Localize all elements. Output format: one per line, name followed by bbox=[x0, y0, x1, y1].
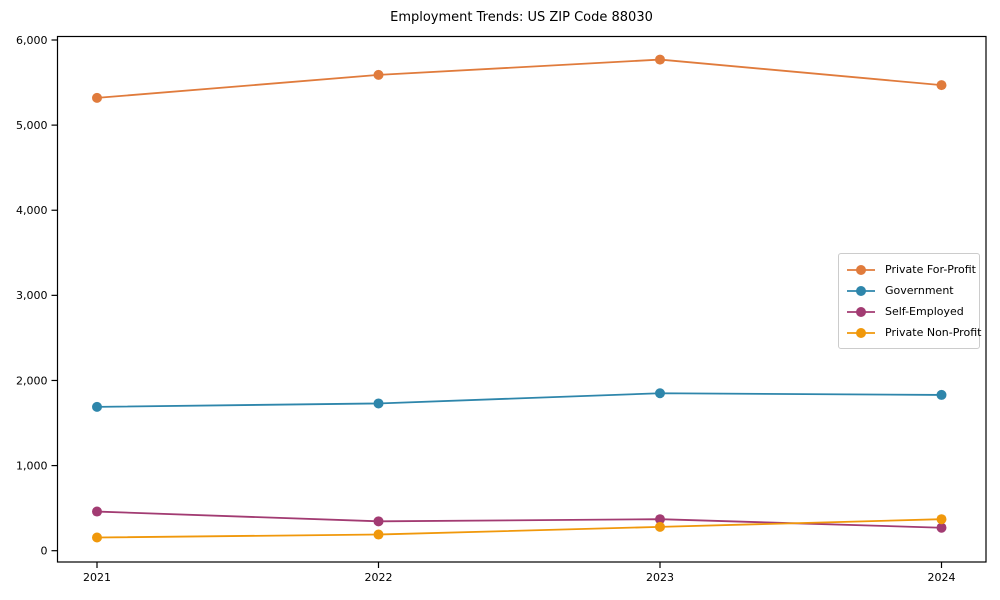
legend-item: Private For-Profit bbox=[845, 259, 976, 280]
legend-label: Self-Employed bbox=[885, 305, 964, 318]
data-point bbox=[92, 532, 102, 543]
data-point bbox=[655, 514, 665, 525]
data-point bbox=[373, 398, 384, 409]
series-line bbox=[96, 58, 942, 99]
series-government bbox=[92, 388, 947, 412]
legend-label: Government bbox=[885, 284, 954, 297]
series-line bbox=[96, 510, 942, 529]
data-point bbox=[936, 389, 947, 400]
legend-marker-icon bbox=[847, 327, 875, 338]
legend-item: Private Non-Profit bbox=[845, 322, 981, 343]
series-private-non-profit bbox=[92, 514, 947, 543]
y-tick-label: 5,000 bbox=[16, 119, 48, 132]
data-point bbox=[92, 92, 102, 103]
x-tick-label: 2021 bbox=[83, 571, 111, 584]
data-point bbox=[655, 521, 665, 532]
legend-item: Government bbox=[845, 280, 971, 301]
y-tick-label: 6,000 bbox=[16, 34, 48, 47]
data-point bbox=[936, 514, 947, 525]
y-tick-label: 3,000 bbox=[16, 289, 48, 302]
data-point bbox=[936, 80, 947, 91]
y-tick-label: 0 bbox=[41, 545, 48, 558]
x-tick-label: 2024 bbox=[928, 571, 956, 584]
legend-label: Private For-Profit bbox=[885, 263, 976, 276]
data-point bbox=[373, 529, 384, 540]
legend-marker-icon bbox=[847, 285, 875, 296]
data-point bbox=[655, 388, 665, 399]
series-line bbox=[96, 392, 942, 408]
x-tick-label: 2022 bbox=[365, 571, 393, 584]
y-tick-label: 4,000 bbox=[16, 204, 48, 217]
series-self-employed bbox=[92, 506, 947, 533]
chart-title: Employment Trends: US ZIP Code 88030 bbox=[390, 10, 653, 25]
series-private-for-profit bbox=[92, 54, 947, 103]
y-axis: 0 1,000 2,000 3,000 4,000 5,000 6,000 bbox=[16, 34, 58, 558]
data-point bbox=[92, 506, 102, 517]
data-point bbox=[655, 54, 665, 65]
series-line bbox=[96, 518, 942, 539]
legend-item: Self-Employed bbox=[845, 301, 971, 322]
data-point bbox=[936, 522, 947, 533]
data-point bbox=[373, 516, 384, 527]
data-point bbox=[373, 69, 384, 80]
data-point bbox=[92, 401, 102, 412]
x-axis: 2021 2022 2023 2024 bbox=[83, 562, 956, 584]
legend-marker-icon bbox=[847, 264, 875, 275]
x-tick-label: 2023 bbox=[646, 571, 674, 584]
legend-label: Private Non-Profit bbox=[885, 326, 982, 339]
y-tick-label: 2,000 bbox=[16, 374, 48, 387]
y-tick-label: 1,000 bbox=[16, 459, 48, 472]
legend-marker-icon bbox=[847, 306, 875, 317]
axes-frame bbox=[56, 35, 987, 563]
legend: Private For-Profit Government Self-Employe… bbox=[838, 253, 981, 349]
